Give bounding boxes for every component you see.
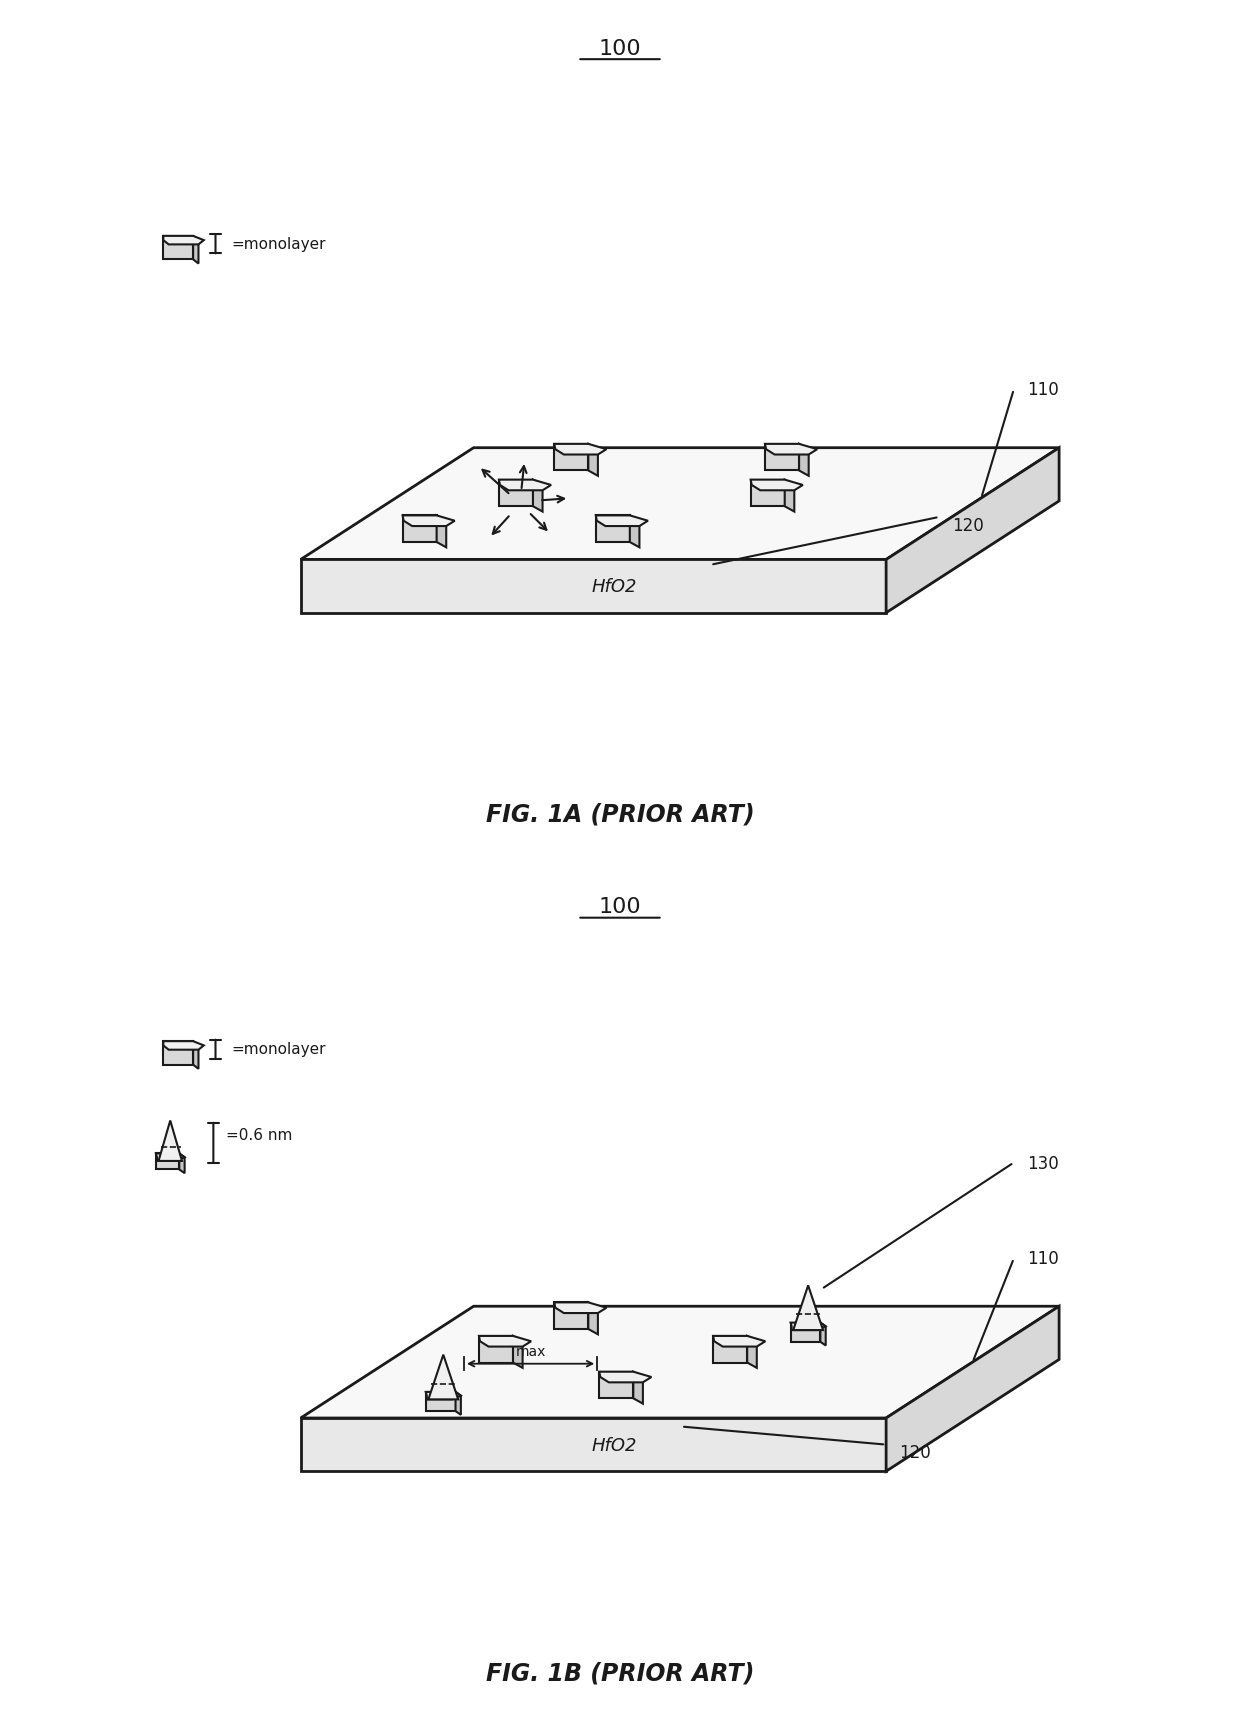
Text: FIG. 1B (PRIOR ART): FIG. 1B (PRIOR ART) xyxy=(486,1661,754,1683)
Text: 110: 110 xyxy=(1027,381,1059,400)
Polygon shape xyxy=(498,481,533,507)
Polygon shape xyxy=(164,1042,203,1049)
Polygon shape xyxy=(588,445,598,477)
Polygon shape xyxy=(595,517,630,543)
Polygon shape xyxy=(599,1372,634,1399)
Polygon shape xyxy=(554,445,588,470)
Polygon shape xyxy=(588,1303,598,1335)
Polygon shape xyxy=(425,1392,455,1411)
Polygon shape xyxy=(791,1323,826,1330)
Polygon shape xyxy=(425,1392,461,1399)
Polygon shape xyxy=(554,445,606,455)
Text: 100: 100 xyxy=(599,898,641,917)
Polygon shape xyxy=(479,1335,513,1363)
Polygon shape xyxy=(180,1154,185,1173)
Polygon shape xyxy=(300,448,1059,560)
Polygon shape xyxy=(799,445,808,477)
Polygon shape xyxy=(794,1285,823,1330)
Text: 120: 120 xyxy=(899,1444,931,1461)
Polygon shape xyxy=(821,1323,826,1346)
Polygon shape xyxy=(748,1335,756,1368)
Polygon shape xyxy=(403,517,455,527)
Text: FIG. 1A (PRIOR ART): FIG. 1A (PRIOR ART) xyxy=(486,803,754,825)
Polygon shape xyxy=(193,236,198,264)
Polygon shape xyxy=(713,1335,748,1363)
Polygon shape xyxy=(765,445,817,455)
Polygon shape xyxy=(765,445,799,470)
Polygon shape xyxy=(436,517,446,548)
Polygon shape xyxy=(498,481,551,491)
Polygon shape xyxy=(164,236,203,245)
Text: 130: 130 xyxy=(1027,1154,1059,1172)
Polygon shape xyxy=(595,517,649,527)
Text: 120: 120 xyxy=(952,517,983,536)
Text: =monolayer: =monolayer xyxy=(232,1041,326,1056)
Text: max: max xyxy=(516,1344,546,1359)
Text: =monolayer: =monolayer xyxy=(232,236,326,252)
Polygon shape xyxy=(164,236,193,260)
Text: =0.6 nm: =0.6 nm xyxy=(226,1127,293,1142)
Text: HfO2: HfO2 xyxy=(591,577,637,596)
Polygon shape xyxy=(455,1392,461,1415)
Polygon shape xyxy=(750,481,785,507)
Polygon shape xyxy=(164,1042,193,1065)
Polygon shape xyxy=(887,1306,1059,1471)
Polygon shape xyxy=(791,1323,821,1342)
Polygon shape xyxy=(300,1418,887,1471)
Polygon shape xyxy=(300,1306,1059,1418)
Polygon shape xyxy=(554,1303,606,1313)
Polygon shape xyxy=(159,1122,182,1161)
Polygon shape xyxy=(156,1154,185,1161)
Text: 110: 110 xyxy=(1027,1249,1059,1268)
Text: HfO2: HfO2 xyxy=(591,1435,637,1454)
Polygon shape xyxy=(887,448,1059,613)
Polygon shape xyxy=(785,481,795,512)
Polygon shape xyxy=(554,1303,588,1328)
Polygon shape xyxy=(403,517,436,543)
Polygon shape xyxy=(634,1372,642,1404)
Polygon shape xyxy=(630,517,640,548)
Polygon shape xyxy=(533,481,543,512)
Polygon shape xyxy=(479,1335,531,1347)
Polygon shape xyxy=(156,1154,180,1170)
Polygon shape xyxy=(193,1042,198,1070)
Polygon shape xyxy=(713,1335,765,1347)
Polygon shape xyxy=(599,1372,651,1382)
Polygon shape xyxy=(428,1354,459,1399)
Text: 100: 100 xyxy=(599,40,641,59)
Polygon shape xyxy=(513,1335,522,1368)
Polygon shape xyxy=(750,481,802,491)
Polygon shape xyxy=(300,560,887,613)
